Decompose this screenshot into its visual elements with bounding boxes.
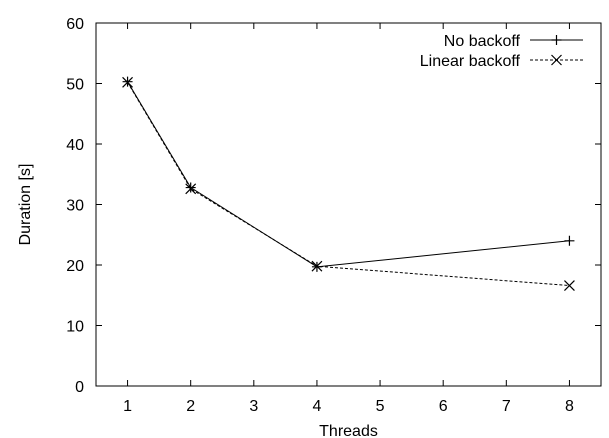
legend-label: No backoff (444, 33, 521, 50)
x-tick-label: 8 (565, 398, 574, 415)
x-tick-label: 6 (439, 398, 448, 415)
data-point (122, 76, 133, 88)
legend-label: Linear backoff (420, 53, 521, 70)
x-tick-label: 7 (502, 398, 511, 415)
y-tick-label: 30 (66, 198, 84, 215)
legend-marker (551, 54, 562, 66)
y-tick-label: 20 (66, 258, 84, 275)
x-tick-label: 3 (249, 398, 258, 415)
y-axis: 0 10 20 30 40 50 60 (66, 16, 601, 396)
plot-area (95, 22, 602, 387)
series-line (127, 81, 570, 268)
data-point (311, 260, 323, 272)
data-point (185, 183, 197, 195)
plot-frame (95, 22, 602, 387)
x-tick-label: 2 (186, 398, 195, 415)
series-0 (122, 76, 575, 272)
x-tick-label: 1 (123, 398, 132, 415)
data-point (564, 280, 575, 291)
y-tick-label: 0 (75, 379, 84, 396)
x-tick-label: 4 (312, 398, 321, 415)
x-axis: 1 2 3 4 5 6 7 8 (123, 23, 574, 415)
series-1 (122, 76, 575, 291)
data-point (564, 235, 575, 246)
x-tick-label: 5 (376, 398, 385, 415)
series-lines (122, 76, 575, 291)
y-tick-label: 50 (66, 77, 84, 94)
x-axis-label: Threads (319, 423, 378, 438)
y-tick-label: 60 (66, 16, 84, 33)
y-tick-label: 10 (66, 319, 84, 336)
y-axis-label: Duration [s] (17, 164, 34, 246)
legend: No backoff Linear backoff (420, 33, 583, 70)
legend-marker (551, 35, 562, 45)
y-tick-label: 40 (66, 137, 84, 154)
data-point (185, 182, 196, 193)
series-line (127, 82, 570, 287)
